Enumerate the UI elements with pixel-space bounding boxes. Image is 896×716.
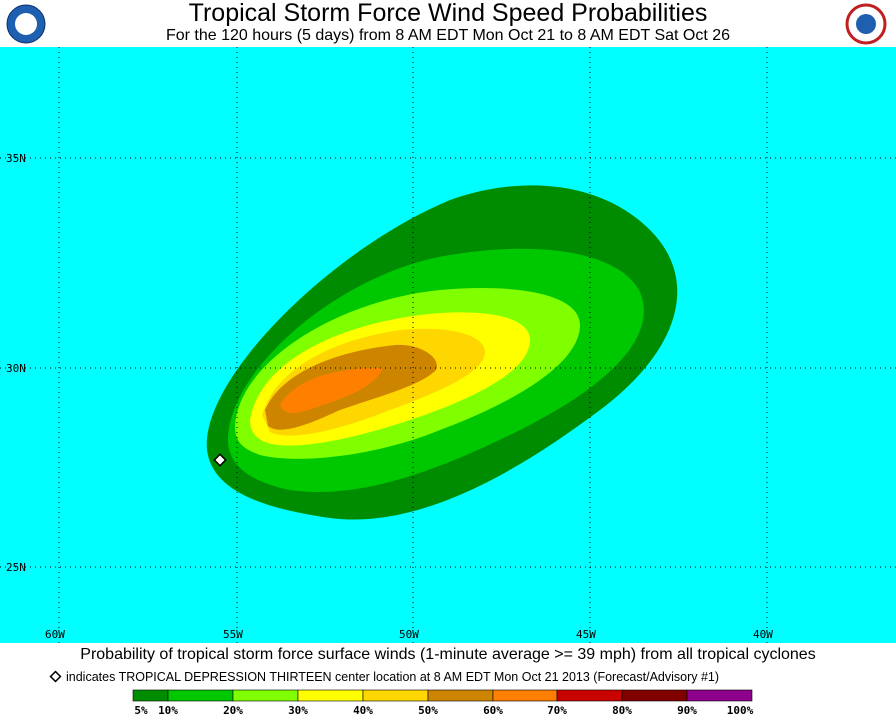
lat-label: 35N	[6, 152, 26, 165]
legend-swatch	[362, 689, 429, 702]
legend-label: 80%	[612, 704, 632, 716]
legend-swatch	[427, 689, 494, 702]
nws-logo-inner	[856, 14, 876, 34]
lat-label: 30N	[6, 362, 26, 375]
lon-label: 60W	[45, 628, 65, 641]
legend-label: 30%	[288, 704, 308, 716]
lon-label: 55W	[223, 628, 243, 641]
legend-swatch	[297, 689, 364, 702]
legend-swatch	[621, 689, 688, 702]
subtitle: For the 120 hours (5 days) from 8 AM EDT…	[166, 27, 730, 44]
legend-label: 50%	[418, 704, 438, 716]
legend-label: 70%	[547, 704, 567, 716]
note-marker	[49, 670, 62, 683]
marker-note: indicates TROPICAL DEPRESSION THIRTEEN c…	[66, 670, 719, 684]
legend-swatch	[132, 689, 169, 702]
lon-label: 50W	[399, 628, 419, 641]
legend-label: 90%	[677, 704, 697, 716]
legend-swatch	[492, 689, 558, 702]
legend-label: 10%	[158, 704, 178, 716]
contour	[280, 368, 383, 414]
legend-label: 20%	[223, 704, 243, 716]
legend-label: 40%	[353, 704, 373, 716]
legend-label: 100%	[727, 704, 754, 716]
noaa-logo-inner	[15, 13, 37, 35]
legend-swatch	[556, 689, 623, 702]
title: Tropical Storm Force Wind Speed Probabil…	[189, 0, 708, 27]
legend-swatch	[232, 689, 299, 702]
storm-center-marker	[213, 453, 227, 467]
caption: Probability of tropical storm force surf…	[80, 646, 815, 663]
lat-label: 25N	[6, 561, 26, 574]
lon-label: 45W	[576, 628, 596, 641]
legend-swatch	[167, 689, 234, 702]
legend-label: 5%	[134, 704, 148, 716]
legend-label: 60%	[483, 704, 503, 716]
lon-label: 40W	[753, 628, 773, 641]
legend-swatch	[686, 689, 753, 702]
